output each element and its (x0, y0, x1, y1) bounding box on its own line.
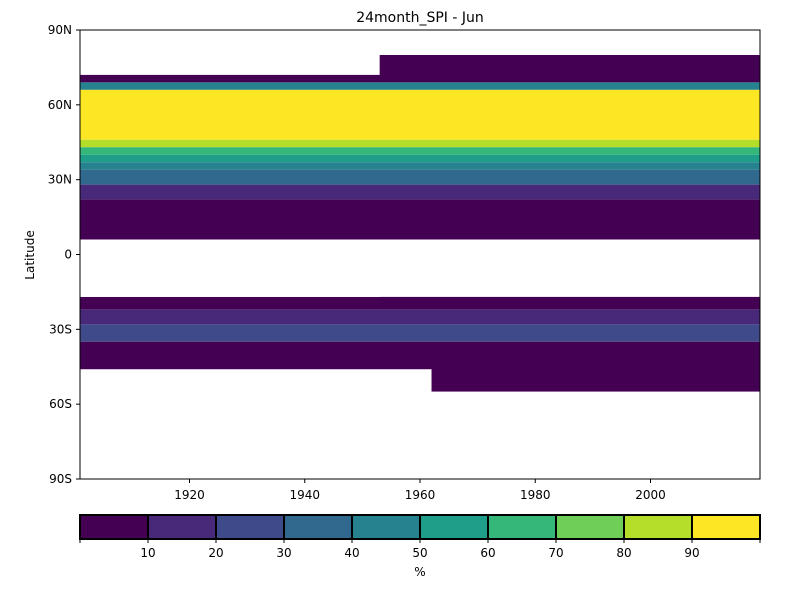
colorbar-tick-label: 80 (616, 546, 631, 560)
no-data-areas (80, 30, 760, 479)
no-data-region-4 (379, 256, 432, 285)
colorbar-tick-label: 20 (208, 546, 223, 560)
heatmap-band-8 (80, 184, 760, 200)
heatmap-band-6 (80, 162, 760, 170)
colorbar-label: % (414, 565, 425, 579)
heatmap-band-5 (80, 154, 760, 163)
colorbar-swatch (351, 514, 421, 540)
x-tick-label: 1980 (520, 488, 551, 502)
colorbar-swatch (419, 514, 489, 540)
no-data-region-5 (80, 369, 432, 479)
colorbar-swatch (691, 514, 761, 540)
x-tick-label: 2000 (635, 488, 666, 502)
heatmap-band-10 (80, 296, 760, 310)
y-tick-label: 60S (49, 397, 72, 411)
colorbar-swatch (79, 514, 149, 540)
heatmap-band-2 (80, 89, 760, 140)
colorbar-swatch (555, 514, 625, 540)
heatmap-band-3 (80, 139, 760, 148)
colorbar-tick-label: 50 (412, 546, 427, 560)
x-tick-label: 1960 (405, 488, 436, 502)
heatmap-band-12 (80, 324, 760, 342)
heatmap-band-1 (80, 82, 760, 90)
y-tick-label: 30S (49, 322, 72, 336)
colorbar-tick-label: 90 (684, 546, 699, 560)
heatmap-band-4 (80, 147, 760, 155)
x-axis: 1920 1940 1960 1980 2000 (174, 479, 666, 502)
y-tick-label: 90N (48, 23, 72, 37)
colorbar-swatch (215, 514, 285, 540)
colorbar-tick-label: 40 (344, 546, 359, 560)
y-tick-label: 60N (48, 98, 72, 112)
colorbar-tick-label: 30 (276, 546, 291, 560)
colorbar-swatch (623, 514, 693, 540)
plot-area (80, 54, 760, 392)
x-tick-label: 1940 (289, 488, 320, 502)
x-tick-label: 1920 (174, 488, 205, 502)
chart-title: 24month_SPI - Jun (356, 10, 484, 26)
no-data-region-6 (431, 391, 760, 479)
heatmap-band-11 (80, 309, 760, 325)
y-tick-label: 30N (48, 173, 72, 187)
y-tick-label: 0 (64, 248, 72, 262)
colorbar-swatch (147, 514, 217, 540)
no-data-region-0 (80, 30, 760, 55)
colorbar-tick-label: 70 (548, 546, 563, 560)
y-axis: 90N 60N 30N 0 30S 60S 90S (48, 23, 80, 486)
colorbar-tick-label: 60 (480, 546, 495, 560)
heatmap-band-7 (80, 169, 760, 185)
colorbar: 10 20 30 40 50 60 70 80 90 (79, 514, 761, 560)
no-data-region-2 (80, 239, 380, 297)
no-data-region-1 (80, 54, 380, 75)
colorbar-swatch (283, 514, 353, 540)
colorbar-tick-label: 10 (140, 546, 155, 560)
colorbar-swatch (487, 514, 557, 540)
no-data-region-3 (379, 239, 760, 257)
y-tick-label: 90S (49, 472, 72, 486)
heatmap-band-9 (80, 199, 760, 240)
y-axis-label: Latitude (23, 230, 37, 279)
